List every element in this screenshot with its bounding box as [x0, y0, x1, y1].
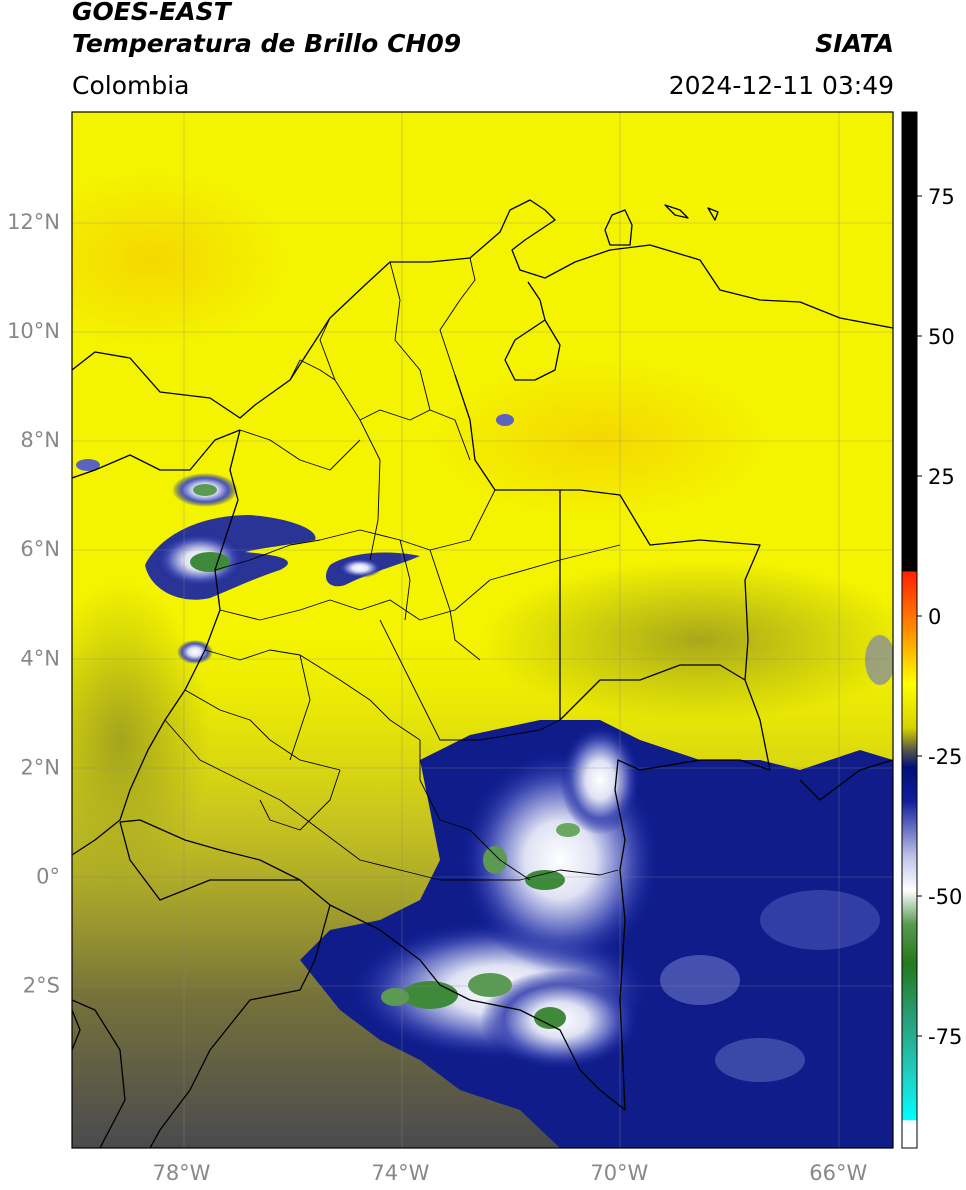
brand-label: SIATA — [815, 29, 894, 58]
coastlines-and-borders — [72, 199, 893, 1148]
colorbar-tick-label: 50 — [928, 325, 955, 349]
lon-tick-label: 66°W — [809, 1161, 867, 1185]
lat-tick-label: 6°N — [20, 537, 60, 561]
brightness-temperature-map — [72, 112, 893, 1148]
colorbar-scale — [901, 111, 918, 1149]
colorbar-tick-label: -50 — [928, 885, 962, 909]
longitude-labels: 78°W 74°W 70°W 66°W — [152, 1161, 867, 1185]
satellite-title: GOES-EAST — [72, 0, 231, 26]
lat-tick-label: 12°N — [7, 210, 60, 234]
lon-tick-label: 78°W — [152, 1161, 210, 1185]
department-borders — [164, 257, 621, 881]
lat-tick-label: 4°N — [20, 646, 60, 670]
colorbar-tick-label: 0 — [928, 605, 941, 629]
region-label: Colombia — [72, 71, 190, 100]
colorbar-tick-label: -75 — [928, 1025, 962, 1049]
lon-tick-label: 70°W — [590, 1161, 648, 1185]
colorbar: 75 50 25 0 -25 -50 -75 — [901, 111, 962, 1149]
colorbar-tick-label: -25 — [928, 745, 962, 769]
lat-tick-label: 0° — [36, 864, 60, 888]
lat-tick-label: 10°N — [7, 319, 60, 343]
product-title: Temperatura de Brillo CH09 — [72, 29, 462, 58]
map-gridlines — [72, 112, 893, 1148]
lat-tick-label: 2°S — [23, 973, 60, 997]
lat-tick-label: 8°N — [20, 428, 60, 452]
lat-tick-label: 2°N — [20, 755, 60, 779]
map-frame — [71, 111, 894, 1149]
latitude-labels: 12°N 10°N 8°N 6°N 4°N 2°N 0° 2°S — [7, 210, 60, 997]
lon-tick-label: 74°W — [371, 1161, 429, 1185]
colorbar-tick-label: 75 — [928, 185, 955, 209]
colorbar-tick-label: 25 — [928, 465, 955, 489]
timestamp-label: 2024-12-11 03:49 — [668, 71, 894, 100]
